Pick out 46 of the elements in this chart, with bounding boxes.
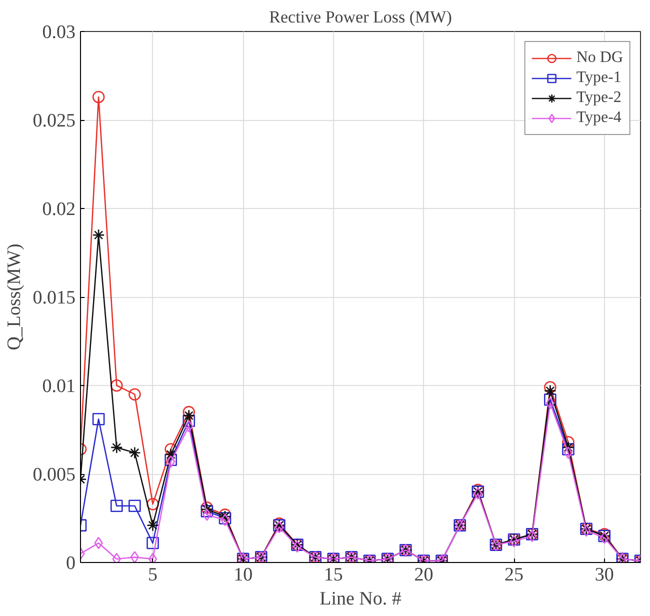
point [128, 388, 141, 400]
y-tick-label: 0.03 [42, 22, 76, 43]
y-tick-label: 0.015 [32, 288, 76, 308]
point [544, 384, 556, 397]
point [146, 536, 159, 550]
point [110, 441, 123, 454]
point [182, 406, 196, 418]
point [92, 228, 105, 242]
point [110, 500, 123, 512]
x-axis-title: Line No. # [320, 588, 402, 610]
chart-title: Rective Power Loss (MW) [269, 8, 452, 26]
point [182, 409, 196, 422]
point [544, 381, 556, 394]
y-tick-label: 0.02 [42, 199, 76, 220]
y-tick-label: 0.005 [32, 464, 76, 486]
point [146, 498, 159, 510]
y-tick-label: 0.01 [42, 376, 76, 397]
y-tick-label: 0 [66, 553, 76, 574]
point [92, 90, 105, 104]
point [128, 500, 141, 512]
point [562, 436, 574, 448]
x-tick-label: 5 [148, 564, 158, 586]
x-tick-label: 25 [504, 564, 524, 586]
point [112, 552, 121, 562]
point [92, 412, 105, 426]
legend-label: Type-1 [576, 69, 622, 87]
point [128, 446, 141, 459]
x-tick-label: 10 [234, 564, 253, 586]
point [546, 397, 554, 410]
legend-label: No DG [576, 49, 623, 67]
point [202, 508, 212, 521]
point [146, 519, 159, 532]
legend-label: Type-2 [576, 89, 622, 107]
point [110, 379, 123, 392]
x-tick-label: 15 [324, 564, 343, 586]
point [148, 552, 158, 562]
x-tick-label: 20 [414, 564, 434, 586]
x-tick-label: 30 [594, 564, 614, 586]
legend-label: Type-4 [576, 109, 622, 127]
y-axis-title: Q_Loss(MW) [4, 244, 25, 350]
point [184, 420, 194, 432]
point [544, 394, 556, 406]
point [130, 551, 140, 562]
point [164, 448, 177, 461]
point [564, 446, 573, 459]
y-tick-label: 0.025 [32, 110, 76, 132]
